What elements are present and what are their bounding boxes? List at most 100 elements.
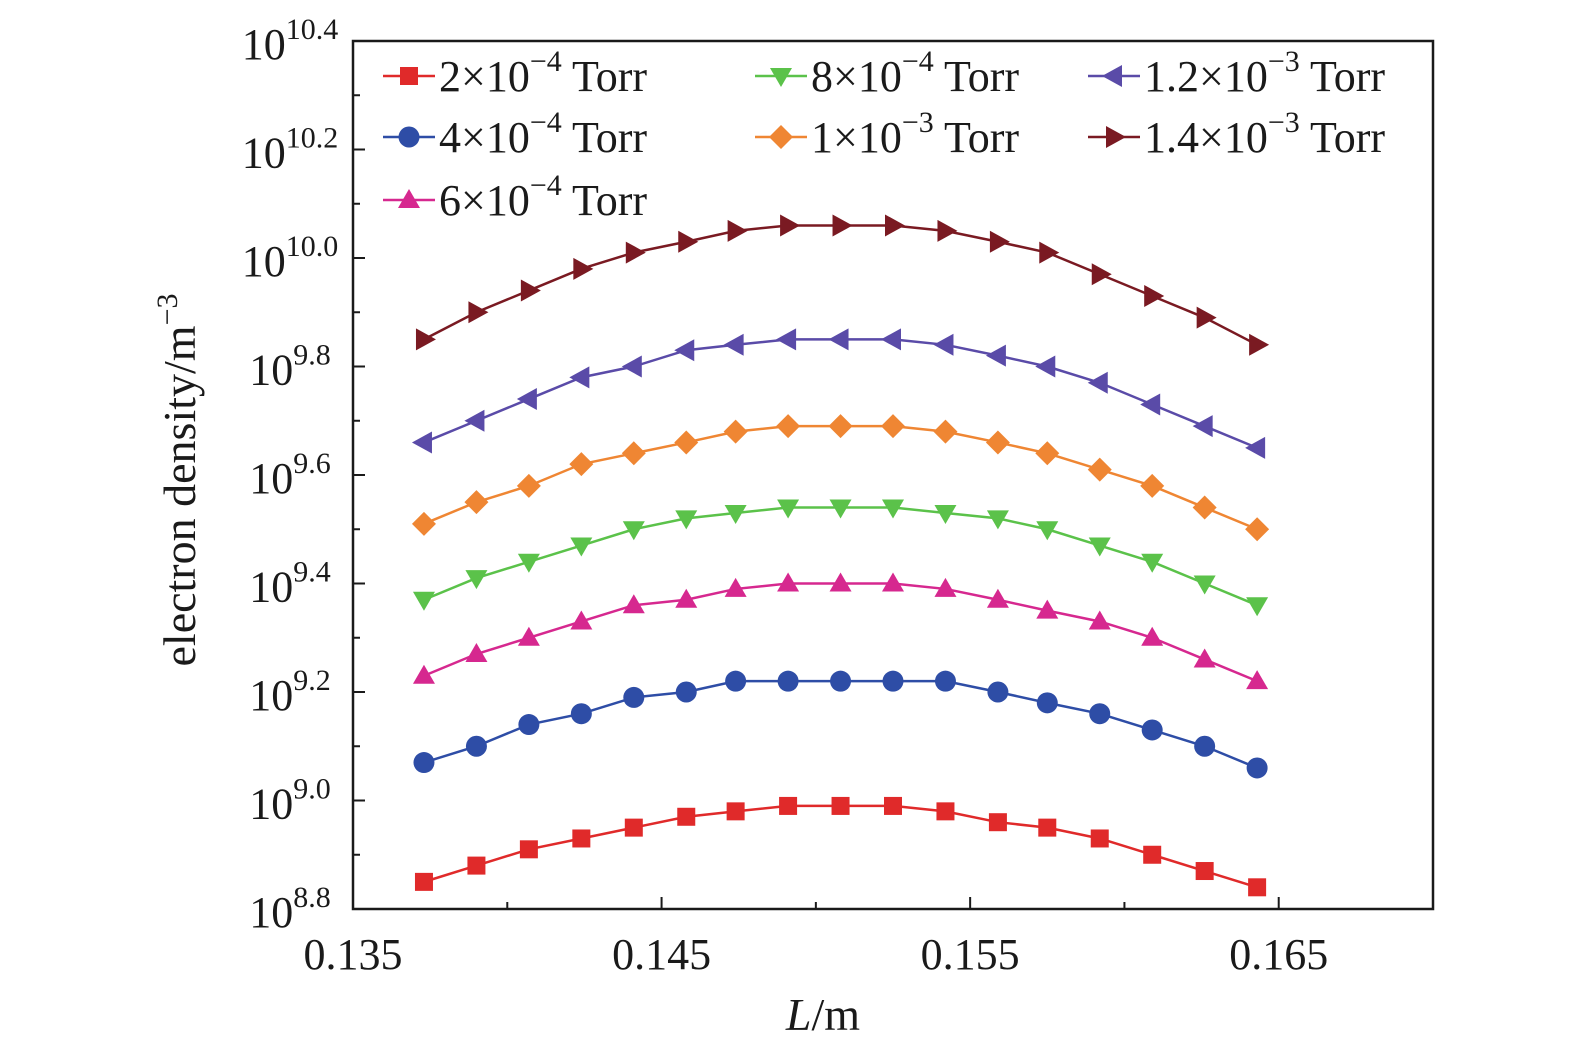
data-point (1035, 355, 1056, 378)
data-point (881, 414, 905, 439)
data-point (1195, 862, 1214, 881)
series-layer (411, 214, 1270, 897)
data-point (1192, 415, 1213, 438)
data-point (1246, 757, 1268, 779)
data-point (1036, 599, 1059, 619)
data-point (414, 872, 433, 891)
data-point (831, 796, 850, 815)
data-point (465, 735, 487, 757)
data-point (777, 572, 800, 592)
data-point (570, 703, 592, 725)
data-point (1038, 818, 1057, 837)
data-point (1249, 333, 1270, 356)
legend-marker (770, 68, 792, 87)
data-point (411, 431, 432, 454)
data-point (1144, 284, 1165, 307)
data-point (1246, 597, 1269, 617)
data-point (1090, 829, 1109, 848)
data-point (1036, 692, 1058, 714)
series-line (423, 679, 1258, 770)
data-point (1194, 735, 1216, 757)
legend-label: 6×10−4 Torr (439, 169, 647, 225)
data-point (518, 714, 540, 736)
y-axis-label: electron density/m−3 (151, 294, 205, 667)
data-point (985, 430, 1010, 455)
data-point (881, 328, 901, 351)
legend-label: 1.2×10−3 Torr (1144, 45, 1385, 101)
y-tick-label: 1010.4 (242, 13, 339, 69)
data-point (1035, 441, 1060, 466)
data-point (464, 409, 485, 432)
data-point (1193, 648, 1216, 668)
data-point (882, 499, 904, 519)
data-point (464, 490, 489, 515)
data-point (1088, 610, 1111, 630)
data-point (1141, 719, 1163, 741)
data-point (885, 214, 905, 237)
data-point (467, 856, 486, 875)
legend-label: 2×10−4 Torr (439, 45, 647, 101)
legend-item-5: 1×10−3 Torr (755, 106, 1019, 162)
data-point (412, 591, 435, 611)
series-3 (412, 572, 1269, 690)
series-4 (412, 499, 1269, 617)
data-point (465, 643, 488, 663)
series-5 (411, 414, 1270, 542)
legend-label: 1×10−3 Torr (811, 106, 1019, 162)
legend-marker (1102, 65, 1122, 87)
data-point (937, 219, 958, 242)
data-point (723, 333, 744, 356)
legend-label: 4×10−4 Torr (439, 106, 647, 162)
data-point (829, 572, 852, 592)
data-point (776, 328, 797, 351)
data-point (570, 610, 593, 630)
data-point (623, 686, 645, 708)
data-point (1091, 263, 1112, 286)
data-point (1193, 575, 1216, 595)
series-line (423, 224, 1258, 346)
legend-marker (769, 125, 793, 149)
legend-item-3: 6×10−4 Torr (383, 169, 647, 225)
series-7 (415, 214, 1270, 356)
data-point (674, 430, 699, 455)
axes-layer: 0.135 0.145 0.155 0.165 108.8 109.0 109.2 109.4… (151, 13, 1435, 1040)
data-point (413, 752, 435, 774)
data-point (675, 681, 697, 703)
data-point (621, 355, 642, 378)
data-point (829, 499, 852, 519)
legend-marker (398, 126, 420, 148)
data-point (884, 796, 902, 815)
series-6 (411, 328, 1266, 459)
data-point (1245, 517, 1270, 542)
y-tick-label: 109.0 (249, 773, 331, 829)
data-point (1088, 537, 1111, 557)
data-point (830, 670, 852, 692)
data-point (621, 441, 646, 466)
data-point (1246, 670, 1269, 690)
data-point (1089, 703, 1111, 725)
data-point (624, 818, 643, 837)
data-point (520, 279, 541, 302)
data-point (832, 214, 853, 237)
data-point (1140, 393, 1161, 416)
data-point (987, 681, 1009, 703)
series-line (423, 582, 1258, 683)
data-point (674, 339, 695, 362)
data-point (934, 504, 957, 524)
data-point (828, 414, 853, 439)
legend-marker (398, 189, 420, 208)
y-tick-label: 109.2 (249, 664, 331, 720)
data-point (570, 537, 593, 557)
data-point (516, 473, 541, 498)
data-point (933, 333, 954, 356)
data-point (779, 796, 798, 815)
data-point (725, 670, 747, 692)
data-point (724, 577, 747, 597)
data-point (569, 366, 590, 389)
series-line (423, 804, 1258, 889)
data-point (678, 230, 699, 253)
data-point (727, 219, 748, 242)
data-point (1087, 457, 1112, 482)
